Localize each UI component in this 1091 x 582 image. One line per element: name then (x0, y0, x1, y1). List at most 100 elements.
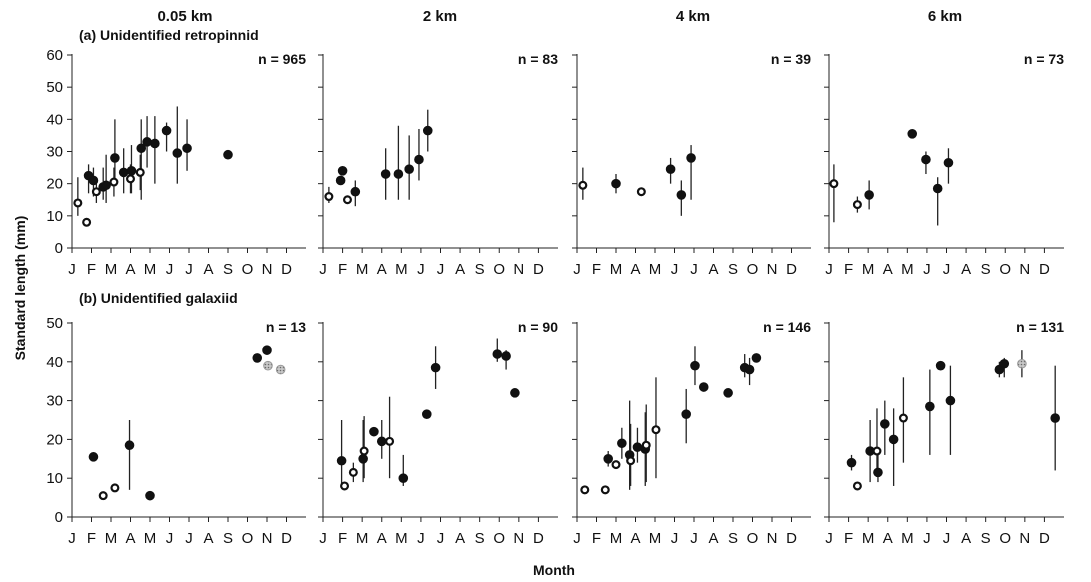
x-tick-label: S (475, 530, 485, 547)
x-tick-label: J (573, 530, 581, 547)
data-point-filled (907, 129, 918, 139)
x-tick-label: J (923, 530, 931, 547)
data-point-filled (744, 364, 755, 375)
data-point-filled (150, 138, 160, 149)
data-point-filled (358, 454, 368, 464)
x-tick-label: F (592, 261, 601, 278)
x-tick-label: J (690, 261, 698, 278)
y-tick-label: 50 (46, 315, 63, 332)
x-tick-label: M (862, 530, 875, 547)
panel-1-2: J F M A M J J A S O N Dn = 146 (572, 319, 811, 547)
y-tick-label: 0 (55, 509, 63, 526)
x-tick-label: N (1019, 530, 1030, 547)
y-tick-label: 20 (46, 176, 63, 193)
x-tick-label: S (223, 261, 233, 278)
data-point-filled (142, 137, 152, 147)
sample-size-label: n = 965 (258, 51, 306, 67)
data-point-filled (430, 362, 441, 373)
x-tick-label: J (690, 530, 698, 547)
x-tick-label: D (786, 530, 797, 547)
x-tick-label: N (262, 530, 273, 547)
x-tick-label: A (125, 261, 135, 278)
x-tick-label: A (377, 530, 387, 547)
data-point-filled (932, 183, 943, 194)
panel-0-3: J F M A M J J A S O N Dn = 73 (824, 51, 1064, 278)
data-point-filled (888, 434, 899, 445)
x-tick-label: M (356, 261, 369, 278)
y-tick-label: 40 (46, 111, 63, 128)
data-point-filled (921, 154, 931, 165)
data-point-open (359, 446, 369, 456)
data-point-filled (404, 164, 414, 174)
data-point-filled (935, 360, 946, 371)
data-point-filled (698, 382, 709, 392)
data-point-open (109, 177, 119, 187)
x-tick-label: M (649, 530, 662, 547)
data-point-filled (118, 167, 129, 178)
data-point-filled (145, 490, 155, 501)
x-tick-label: J (943, 261, 951, 278)
x-tick-label: A (203, 530, 213, 547)
x-tick-label: F (338, 530, 347, 547)
sample-size-label: n = 73 (1024, 51, 1064, 67)
data-point-filled (88, 175, 99, 186)
data-point-filled (172, 148, 183, 158)
x-tick-label: A (630, 530, 640, 547)
x-axis-label: Month (533, 562, 575, 578)
data-point-filled (611, 178, 621, 189)
panel-1-3: J F M A M J J A S O N Dn = 131 (824, 319, 1064, 547)
x-tick-label: F (87, 261, 96, 278)
data-point-filled (335, 175, 346, 186)
x-tick-label: F (844, 261, 853, 278)
row-title-a: (a) Unidentified retropinnid (79, 27, 259, 43)
x-tick-label: N (513, 530, 524, 547)
x-tick-label: S (728, 530, 738, 547)
data-point-filled (690, 360, 700, 371)
data-point-filled (414, 154, 424, 165)
data-point-filled (124, 440, 135, 451)
data-point-filled (421, 409, 432, 419)
x-tick-label: O (242, 530, 254, 547)
data-point-filled (136, 143, 147, 154)
data-point-open (852, 200, 862, 210)
x-tick-label: J (437, 261, 445, 278)
data-point-filled (686, 153, 696, 163)
column-title-3: 6 km (928, 8, 962, 25)
data-point-filled (223, 149, 233, 160)
x-tick-label: J (923, 261, 931, 278)
x-tick-label: M (105, 261, 118, 278)
data-point-filled (398, 473, 409, 484)
x-tick-label: D (281, 530, 292, 547)
x-tick-label: A (708, 261, 718, 278)
x-tick-label: F (844, 530, 853, 547)
x-tick-label: J (573, 261, 581, 278)
x-tick-label: M (105, 530, 118, 547)
panel-0-2: J F M A M J J A S O N Dn = 39 (572, 51, 811, 278)
y-tick-label: 0 (55, 240, 63, 257)
data-point-open (348, 467, 358, 477)
x-tick-label: M (144, 261, 157, 278)
x-tick-label: D (1039, 261, 1050, 278)
sample-size-label: n = 13 (266, 319, 306, 335)
x-tick-label: S (981, 530, 991, 547)
data-point-filled (161, 125, 172, 136)
x-tick-label: O (242, 261, 254, 278)
data-point-filled (846, 457, 857, 468)
x-tick-label: M (862, 261, 875, 278)
data-point-open (580, 485, 590, 495)
x-tick-label: J (825, 261, 833, 278)
data-point-open (626, 456, 636, 466)
data-point-filled (510, 388, 520, 398)
data-point-filled (925, 401, 935, 412)
data-point-filled (751, 353, 762, 363)
x-tick-label: J (671, 530, 679, 547)
data-point-filled (182, 143, 192, 154)
data-point-filled (681, 409, 692, 419)
x-tick-label: J (671, 261, 679, 278)
data-point-open (98, 491, 108, 501)
column-title-1: 2 km (423, 8, 457, 25)
x-tick-label: A (630, 261, 640, 278)
data-point-filled (380, 169, 391, 179)
